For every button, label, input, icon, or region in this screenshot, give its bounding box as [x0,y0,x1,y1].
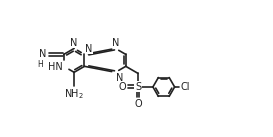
Text: O: O [134,99,142,109]
Text: N: N [39,49,46,59]
Text: S: S [135,82,141,92]
Text: N: N [112,38,119,48]
Text: HN: HN [48,62,63,72]
Text: N: N [85,44,92,54]
Text: N: N [70,38,78,48]
Text: H: H [37,60,43,69]
Text: N: N [116,73,123,83]
Text: NH$_2$: NH$_2$ [64,87,84,101]
Text: O: O [118,82,126,92]
Text: Cl: Cl [181,82,190,92]
